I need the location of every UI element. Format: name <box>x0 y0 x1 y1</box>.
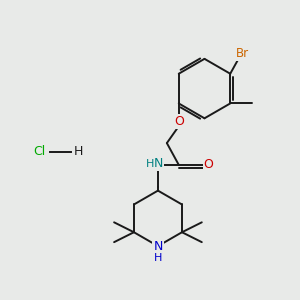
Text: Cl: Cl <box>33 146 45 158</box>
Text: N: N <box>153 158 163 170</box>
Text: H: H <box>154 253 162 263</box>
Text: Br: Br <box>236 47 249 60</box>
Text: O: O <box>174 115 184 128</box>
Text: H: H <box>74 146 83 158</box>
Text: H: H <box>146 159 154 169</box>
Text: N: N <box>153 240 163 253</box>
Text: O: O <box>203 158 213 171</box>
